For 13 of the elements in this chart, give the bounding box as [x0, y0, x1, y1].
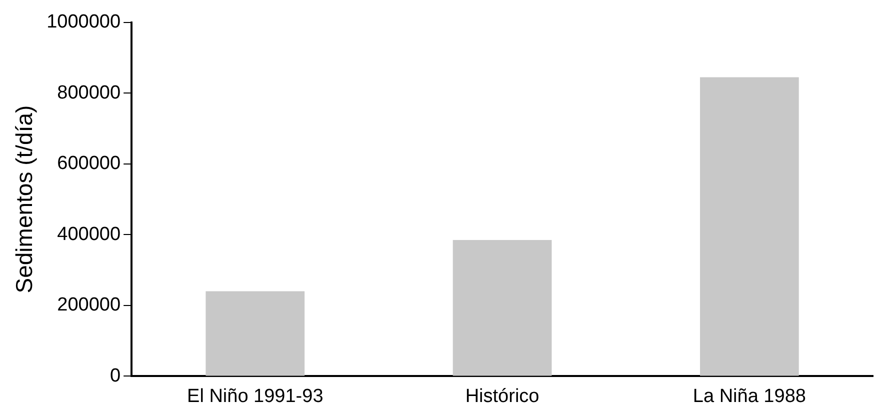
y-tick-label: 200000: [57, 294, 121, 316]
bar: [700, 77, 799, 376]
y-tick-label: 600000: [57, 153, 121, 174]
y-tick-label: 0: [110, 365, 121, 386]
y-tick-label: 400000: [57, 224, 121, 245]
y-axis-title: Sedimentos (t/día): [11, 105, 38, 294]
x-tick-label: El Niño 1991-93: [187, 386, 324, 407]
x-tick-label: La Niña 1988: [692, 386, 806, 407]
y-tick-label: 1000000: [46, 12, 121, 33]
y-tick-label: 800000: [57, 82, 121, 104]
x-tick-label: Histórico: [465, 386, 540, 407]
bar: [452, 240, 552, 376]
bar: [206, 291, 305, 376]
